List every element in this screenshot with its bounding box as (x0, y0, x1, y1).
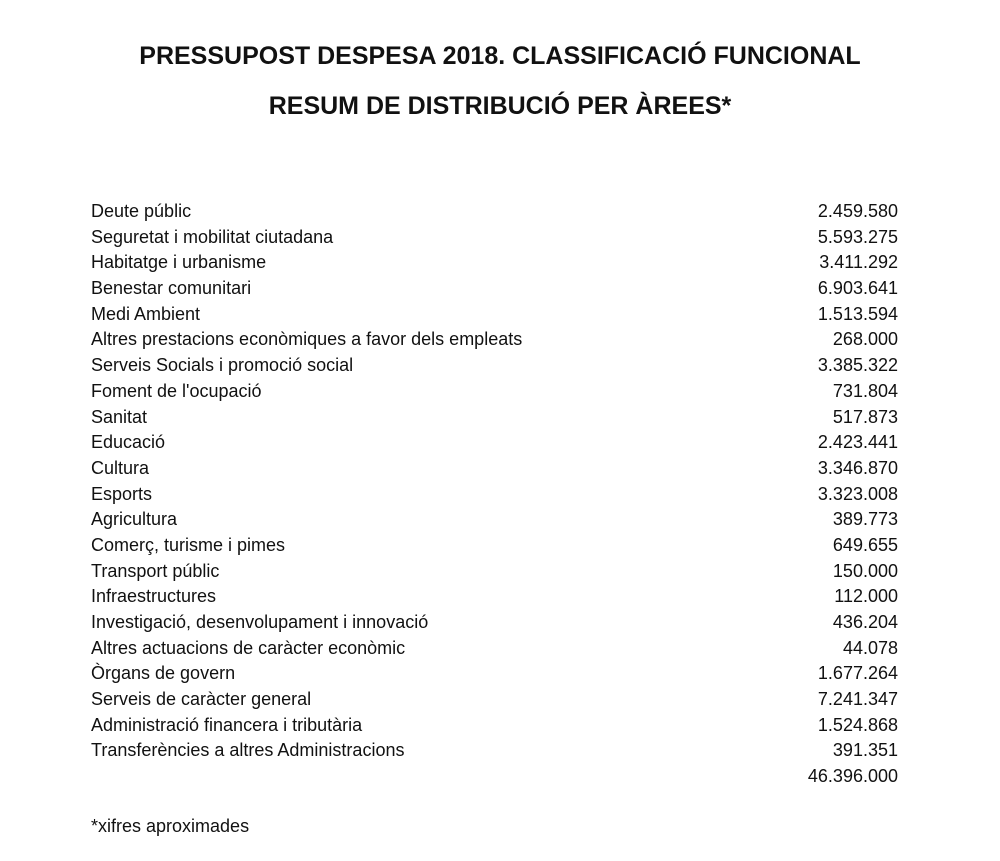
row-value: 389.773 (832, 509, 898, 530)
table-row: Esports 3.323.008 (91, 482, 898, 508)
row-label: Esports (91, 483, 153, 504)
row-label: Transferències a altres Administracions (91, 740, 405, 761)
row-value: 5.593.275 (817, 226, 898, 247)
row-value: 1.677.264 (817, 663, 898, 684)
table-row: Benestar comunitari 6.903.641 (91, 276, 898, 302)
row-value: 3.385.322 (817, 355, 898, 376)
row-label: Foment de l'ocupació (91, 380, 262, 401)
table-row: Habitatge i urbanisme 3.411.292 (91, 250, 898, 276)
table-row: Comerç, turisme i pimes 649.655 (91, 533, 898, 559)
page-title: PRESSUPOST DESPESA 2018. CLASSIFICACIÓ F… (139, 42, 861, 70)
row-label: Benestar comunitari (91, 278, 252, 299)
row-value: 7.241.347 (817, 689, 898, 710)
row-value: 3.411.292 (819, 252, 898, 273)
row-label: Seguretat i mobilitat ciutadana (91, 226, 334, 247)
table-row: Educació 2.423.441 (91, 430, 898, 456)
table-row: Altres actuacions de caràcter econòmic 44… (91, 636, 898, 662)
row-label: Deute públic (91, 201, 192, 221)
table-row: Agricultura 389.773 (91, 507, 898, 533)
row-value: 44.078 (842, 637, 898, 658)
row-label: Medi Ambient (91, 303, 201, 324)
footnote: *xifres aproximades (91, 816, 250, 836)
table-row: Transferències a altres Administracions 3… (91, 738, 898, 764)
budget-table: Deute públic 2.459.580 Seguretat i mobilit… (91, 199, 898, 790)
row-value: 3.346.870 (817, 457, 898, 478)
row-label: Transport públic (91, 560, 220, 581)
table-row: Infraestructures 112.000 (91, 584, 898, 610)
row-value: 2.423.441 (817, 432, 898, 453)
row-label: Educació (91, 432, 166, 453)
row-label: Agricultura (91, 509, 178, 530)
row-label: Sanitat (91, 406, 148, 427)
row-label: Serveis Socials i promoció social (91, 355, 354, 376)
row-value: 150.000 (832, 560, 898, 581)
row-value: 1.524.868 (817, 714, 898, 735)
row-value: 436.204 (832, 612, 898, 632)
table-row: Cultura 3.346.870 (91, 456, 898, 482)
table-row: Altres prestacions econòmiques a favor d… (91, 327, 898, 353)
row-label: Cultura (91, 457, 150, 478)
table-row: Òrgans de govern 1.677.264 (91, 661, 898, 687)
table-row: Serveis Socials i promoció social 3.385.3… (91, 353, 898, 379)
table-row: Sanitat 517.873 (91, 405, 898, 431)
table-row: Foment de l'ocupació 731.804 (91, 379, 898, 405)
row-value: 391.351 (832, 740, 898, 761)
row-label: Altres prestacions econòmiques a favor d… (91, 329, 523, 350)
row-value: 6.903.641 (817, 278, 898, 299)
row-value: 517.873 (832, 406, 898, 427)
row-label: Habitatge i urbanisme (91, 252, 267, 273)
table-row: Investigació, desenvolupament i innovaci… (91, 610, 898, 636)
table-row: Deute públic 2.459.580 (91, 199, 898, 225)
row-value: 731.804 (832, 380, 898, 401)
row-label: Investigació, desenvolupament i innovaci… (91, 612, 429, 632)
table-row: Medi Ambient 1.513.594 (91, 302, 898, 328)
table-row: Transport públic 150.000 (91, 559, 898, 585)
row-label: Infraestructures (91, 586, 217, 607)
table-row: Administració financera i tributària 1.52… (91, 713, 898, 739)
row-label: Altres actuacions de caràcter econòmic (91, 637, 406, 658)
row-label: Comerç, turisme i pimes (91, 534, 286, 555)
row-value: 3.323.008 (817, 483, 898, 504)
row-label: Òrgans de govern (91, 663, 236, 684)
page-subtitle: RESUM DE DISTRIBUCIÓ PER ÀREES* (268, 92, 732, 120)
row-label: Serveis de caràcter general (91, 689, 312, 710)
row-value: 1.513.594 (817, 303, 898, 324)
total-value: 46.396.000 (807, 766, 898, 787)
row-value: 649.655 (832, 534, 898, 555)
table-row: Serveis de caràcter general 7.241.347 (91, 687, 898, 713)
total-row: 46.396.000 (91, 764, 898, 790)
row-value: 112.000 (834, 586, 898, 607)
row-label: Administració financera i tributària (91, 714, 363, 735)
row-value: 2.459.580 (817, 201, 898, 221)
table-row: Seguretat i mobilitat ciutadana 5.593.275 (91, 225, 898, 251)
row-value: 268.000 (832, 329, 898, 350)
